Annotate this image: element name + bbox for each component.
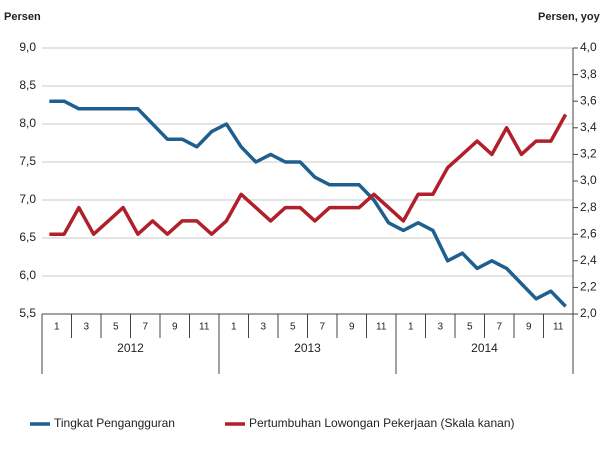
y2-tick-label: 2,6: [580, 226, 597, 240]
y2-axis-label: Persen, yoy: [538, 11, 601, 23]
y2-tick-label: 3,6: [580, 93, 597, 107]
year-label: 2012: [117, 341, 144, 355]
y2-tick-label: 3,0: [580, 173, 597, 187]
y2-tick-label: 4,0: [580, 40, 597, 54]
x-tick-label: 1: [54, 322, 60, 333]
series-line: [49, 99, 567, 308]
x-tick-label: 3: [260, 322, 266, 333]
x-tick-label: 7: [496, 322, 502, 333]
year-label: 2013: [294, 341, 321, 355]
x-tick-label: 3: [83, 322, 89, 333]
y-tick-label: 7,5: [19, 154, 36, 168]
y2-tick-label: 2,0: [580, 306, 597, 320]
y-tick-label: 9,0: [19, 40, 36, 54]
x-tick-label: 5: [290, 322, 296, 333]
y2-tick-label: 3,2: [580, 147, 597, 161]
x-tick-label: 7: [142, 322, 148, 333]
y2-tick-label: 2,4: [580, 253, 597, 267]
x-tick-label: 11: [553, 322, 564, 333]
series-line: [49, 113, 568, 236]
y-tick-label: 8,5: [19, 78, 36, 92]
y-tick-label: 7,0: [19, 192, 36, 206]
y2-tick-label: 2,8: [580, 200, 597, 214]
x-tick-label: 9: [172, 322, 178, 333]
legend-label: Tingkat Pengangguran: [54, 416, 175, 430]
x-tick-label: 3: [437, 322, 443, 333]
x-tick-label: 5: [113, 322, 119, 333]
y-tick-label: 6,0: [19, 268, 36, 282]
x-tick-label: 1: [408, 322, 414, 333]
year-label: 2014: [471, 341, 498, 355]
x-tick-label: 7: [319, 322, 325, 333]
y-tick-label: 8,0: [19, 116, 36, 130]
x-tick-label: 9: [526, 322, 532, 333]
x-tick-label: 1: [231, 322, 237, 333]
legend-label: Pertumbuhan Lowongan Pekerjaan (Skala ka…: [249, 416, 515, 430]
y2-tick-label: 3,4: [580, 120, 597, 134]
y2-tick-label: 3,8: [580, 67, 597, 81]
x-tick-label: 11: [376, 322, 387, 333]
x-tick-label: 5: [467, 322, 473, 333]
y2-tick-label: 2,2: [580, 280, 597, 294]
y-axis-label: Persen: [4, 11, 41, 23]
y-tick-label: 5,5: [19, 306, 36, 320]
x-tick-label: 9: [349, 322, 355, 333]
y-tick-label: 6,5: [19, 230, 36, 244]
x-tick-label: 11: [199, 322, 210, 333]
